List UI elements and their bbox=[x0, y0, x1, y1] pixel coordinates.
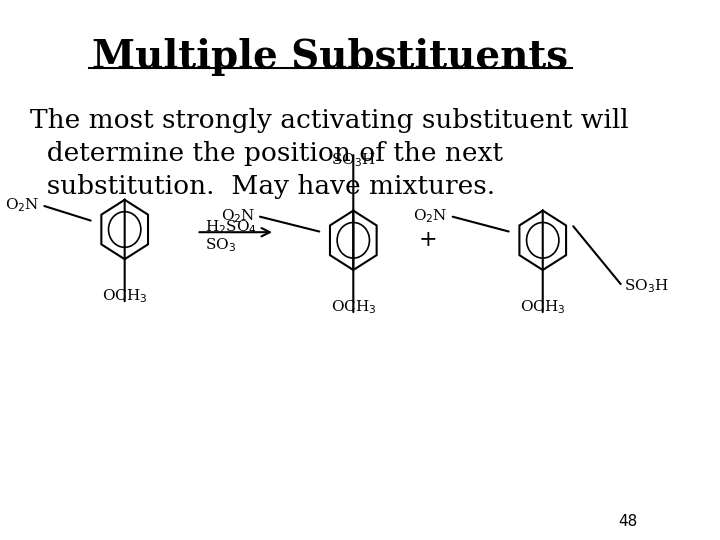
Text: H$_2$SO$_4$: H$_2$SO$_4$ bbox=[205, 219, 257, 237]
Text: +: + bbox=[419, 230, 438, 251]
Text: SO$_3$H: SO$_3$H bbox=[624, 278, 669, 295]
Text: OCH$_3$: OCH$_3$ bbox=[102, 287, 148, 305]
Text: OCH$_3$: OCH$_3$ bbox=[520, 298, 565, 316]
Text: O$_2$N: O$_2$N bbox=[5, 197, 40, 214]
Text: Multiple Substituents: Multiple Substituents bbox=[92, 38, 569, 76]
Text: O$_2$N: O$_2$N bbox=[413, 207, 448, 225]
Text: SO$_3$: SO$_3$ bbox=[205, 236, 236, 254]
Text: OCH$_3$: OCH$_3$ bbox=[330, 298, 376, 316]
Text: 48: 48 bbox=[618, 514, 637, 529]
Text: O$_2$N: O$_2$N bbox=[221, 207, 256, 225]
Text: SO$_3$H: SO$_3$H bbox=[331, 151, 376, 169]
Text: The most strongly activating substituent will
  determine the position of the ne: The most strongly activating substituent… bbox=[30, 108, 629, 199]
